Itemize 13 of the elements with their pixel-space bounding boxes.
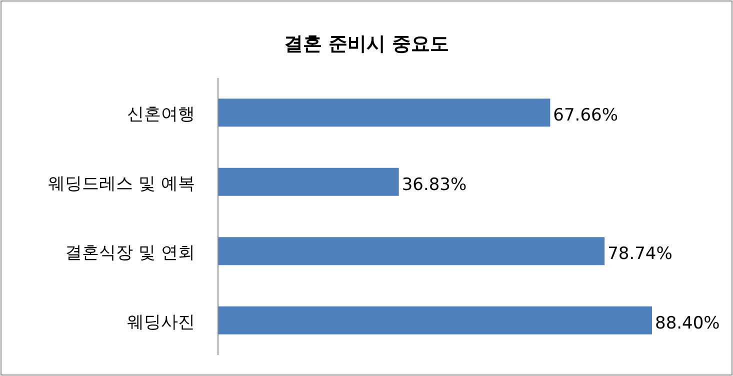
chart-title: 결혼 준비시 중요도 (284, 33, 450, 55)
bar (218, 168, 399, 196)
bar (218, 237, 605, 266)
y-tick-label: 결혼식장 및 연회 (65, 243, 195, 264)
bar (218, 98, 550, 127)
data-label: 88.40% (655, 313, 720, 334)
bar (218, 306, 652, 334)
y-tick-label: 신혼여행 (127, 104, 195, 125)
data-label: 67.66% (553, 106, 618, 126)
y-tick-label: 웨딩사진 (127, 312, 195, 332)
data-label: 78.74% (608, 244, 672, 264)
data-label: 36.83% (402, 174, 467, 195)
y-tick-label: 웨딩드레스 및 예복 (48, 174, 195, 194)
